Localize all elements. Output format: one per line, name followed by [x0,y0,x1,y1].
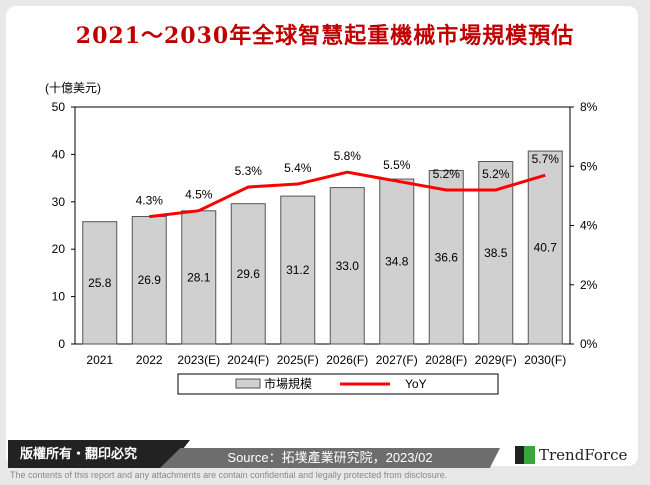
bar [280,195,316,345]
bar-value-label: 31.2 [286,263,310,277]
x-tick-label: 2029(F) [475,353,517,367]
legend-label-bars: 市場規模 [264,376,312,391]
y2-tick-label: 2% [580,278,598,292]
yoy-label: 5.3% [235,164,263,178]
bar [181,210,217,345]
y-tick-label: 50 [52,100,66,114]
copyright-banner: 版權所有・翻印必究 [8,440,190,468]
x-tick-label: 2028(F) [425,353,467,367]
bar [428,170,464,345]
y2-tick-label: 0% [580,337,598,351]
yoy-label: 5.4% [284,161,312,175]
yoy-label: 5.7% [532,152,560,166]
bar-value-label: 29.6 [237,267,261,281]
bar-value-label: 28.1 [187,270,211,284]
y-tick-label: 20 [52,242,66,256]
y2-tick-label: 4% [580,219,598,233]
x-tick-label: 2026(F) [326,353,368,367]
bar-value-label: 36.6 [435,250,459,264]
y-tick-label: 30 [52,195,66,209]
yoy-label: 4.5% [185,188,213,202]
bar [478,161,514,345]
yoy-line [149,170,546,219]
x-tick-label: 2030(F) [524,353,566,367]
y2-tick-label: 6% [580,159,598,173]
bar [527,150,563,345]
yoy-label: 5.2% [433,167,461,181]
x-tick-label: 2027(F) [376,353,418,367]
bar-value-label: 40.7 [534,241,558,255]
yoy-label: 5.8% [334,149,362,163]
legend [177,373,499,395]
yoy-label: 4.3% [136,194,164,208]
bar [131,215,167,345]
bar-value-label: 26.9 [138,273,162,287]
y-tick-label: 40 [52,147,66,161]
bar-value-label: 25.8 [88,276,112,290]
y2-tick-label: 8% [580,100,598,114]
chart-title: 2021～2030年全球智慧起重機械市場規模預估 [75,23,575,49]
y-tick-label: 10 [52,290,66,304]
y-tick-label: 0 [58,337,65,351]
trendforce-logo: TrendForce [515,446,627,464]
x-tick-label: 2025(F) [277,353,319,367]
bar-value-label: 34.8 [385,255,409,269]
x-tick-label: 2024(F) [227,353,269,367]
yoy-label: 5.5% [383,158,411,172]
y-axis-label: (十億美元) [45,81,101,95]
brand-name: TrendForce [539,446,628,464]
bar-value-label: 33.0 [336,259,360,273]
disclaimer: The contents of this report and any atta… [10,470,448,480]
trendforce-logo-icon [515,446,535,464]
bar [82,221,118,345]
bar [230,203,266,345]
bar-value-label: 38.5 [484,246,508,260]
bar [329,187,365,345]
x-tick-label: 2021 [86,353,113,367]
source-note: Source：拓墣產業研究院，2023/02 [160,448,500,468]
bar [379,178,415,345]
x-tick-label: 2022 [136,353,163,367]
yoy-label: 5.2% [482,167,510,181]
legend-label-line: YoY [405,377,427,391]
x-tick-label: 2023(E) [177,353,220,367]
legend-swatch-bars [235,378,261,389]
